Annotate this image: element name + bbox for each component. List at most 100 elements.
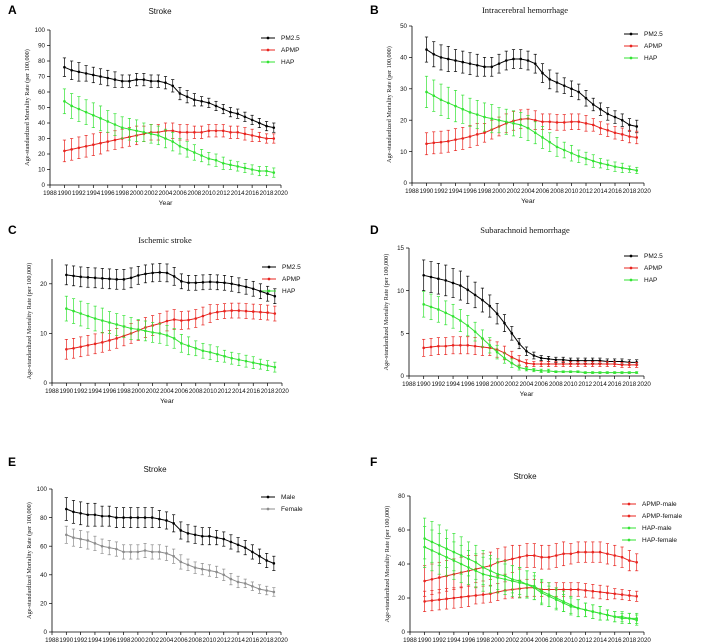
data-point [108, 277, 111, 281]
data-point [172, 337, 176, 340]
data-point [547, 369, 550, 373]
data-point [122, 516, 125, 519]
data-point [273, 365, 277, 369]
series-line [66, 271, 275, 297]
legend-label: APMP [644, 265, 662, 272]
data-point [165, 334, 169, 337]
x-tick-label: 2010 [203, 388, 217, 395]
series-apmp [64, 302, 277, 360]
data-point [236, 543, 240, 547]
legend-label: HAP [644, 277, 657, 284]
x-tick-label: 2012 [217, 637, 231, 643]
data-point [454, 138, 457, 141]
x-tick-label: 2002 [505, 381, 519, 388]
data-point [129, 516, 133, 519]
y-tick-label: 30 [38, 136, 45, 143]
data-point [151, 331, 154, 334]
data-point [481, 298, 484, 302]
data-point [77, 107, 81, 111]
series-line [426, 91, 637, 171]
data-point [229, 131, 232, 134]
data-point [437, 277, 440, 281]
data-point [429, 275, 433, 279]
x-tick-label: 1994 [447, 637, 461, 643]
data-point [570, 120, 573, 124]
data-point [452, 596, 456, 600]
data-point [142, 131, 146, 134]
data-point [539, 356, 543, 360]
data-point [461, 107, 465, 111]
x-tick-label: 1994 [446, 381, 460, 388]
series-line [64, 130, 274, 152]
data-point [430, 578, 434, 581]
data-point [158, 550, 161, 554]
y-tick-label: 40 [400, 55, 407, 62]
legend: Male Female [261, 494, 303, 513]
y-tick-label: 50 [38, 105, 45, 112]
legend-label: APMP-female [642, 513, 682, 520]
data-point [539, 362, 543, 366]
data-point [547, 595, 551, 598]
data-point [165, 271, 169, 275]
data-point [259, 289, 262, 293]
data-point [86, 513, 90, 517]
data-point [243, 115, 247, 119]
data-point [555, 121, 559, 124]
data-point [178, 131, 182, 134]
data-point [144, 329, 147, 333]
x-tick-label: 2010 [202, 190, 216, 197]
data-point [473, 344, 477, 348]
legend-swatch-marker [266, 36, 270, 40]
data-point [532, 362, 536, 366]
y-tick-label: 20 [398, 595, 405, 602]
data-point [577, 90, 581, 94]
data-point [266, 292, 269, 296]
data-point [555, 81, 559, 84]
x-tick-label: 2008 [187, 190, 201, 197]
series-line [64, 66, 274, 129]
data-point [454, 59, 457, 62]
data-point [164, 137, 167, 140]
data-point [517, 366, 521, 369]
data-point [468, 62, 472, 65]
panel-title: Subarachnoid hemorrhage [480, 225, 570, 235]
legend: PM2.5 APMP HAP [624, 253, 663, 284]
legend-label: APMP [282, 276, 300, 283]
data-point [576, 550, 580, 554]
x-tick-label: 1994 [88, 637, 102, 643]
data-point [93, 317, 97, 320]
data-point [599, 126, 602, 130]
data-point [200, 567, 204, 571]
x-tick-label: 2004 [520, 637, 534, 643]
series-female [64, 525, 276, 597]
x-tick-label: 1996 [101, 190, 115, 197]
data-point [180, 280, 183, 283]
data-point [208, 534, 211, 538]
data-point [180, 342, 183, 345]
series-hap [424, 75, 639, 174]
data-point [106, 140, 110, 143]
data-point [533, 554, 536, 557]
data-point [525, 349, 528, 353]
data-point [272, 171, 276, 174]
data-point [221, 129, 225, 133]
y-axis-label: Age-standardized Mortality Rate (per 100… [26, 502, 33, 619]
y-tick-label: 60 [398, 527, 405, 534]
x-axis-label: Year [159, 200, 173, 207]
legend-label: HAP-female [642, 537, 677, 544]
panel-label: F [370, 455, 377, 469]
x-tick-label: 1992 [74, 388, 88, 395]
data-point [216, 310, 219, 314]
data-point [510, 355, 514, 359]
data-point [606, 163, 610, 167]
data-point [591, 159, 595, 163]
x-tick-label: 2000 [492, 188, 506, 195]
series-hap [62, 88, 276, 178]
data-point [120, 126, 124, 129]
series-line [423, 344, 637, 366]
x-tick-label: 1998 [117, 388, 131, 395]
data-point [237, 358, 241, 361]
data-point [489, 569, 492, 573]
data-point [185, 148, 189, 151]
x-tick-label: 1992 [74, 637, 88, 643]
